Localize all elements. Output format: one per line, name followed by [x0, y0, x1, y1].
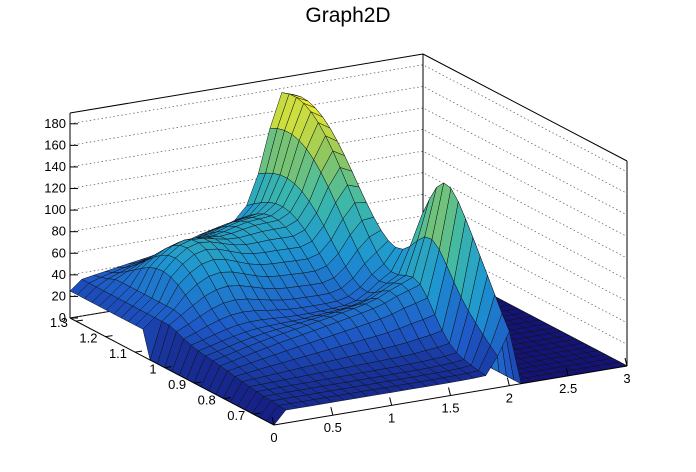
y-tick [194, 381, 202, 384]
back-top-edge-left [69, 53, 424, 114]
z-gridline [69, 64, 628, 173]
back-top-edge-right [422, 53, 628, 162]
x-tick [565, 367, 569, 376]
x-tick [624, 357, 628, 367]
y-tick-label: 1.1 [109, 346, 127, 361]
x-tick-label: 1 [388, 410, 395, 425]
z-tick-label: 180 [44, 116, 66, 131]
y-tick-label: 0.9 [168, 377, 186, 392]
z-tick-label: 140 [44, 159, 66, 174]
x-axis: 0 0.5 1 1.5 2 2.5 3 [270, 357, 631, 445]
x-tick-label: 2.5 [559, 381, 577, 396]
z-axis: 0 20 40 60 80 100 120 140 160 180 [44, 116, 78, 325]
y-axis: 0.7 0.8 0.9 1 1.1 1.2 1.3 [50, 315, 261, 423]
y-tick-label: 1.2 [79, 331, 97, 346]
x-tick [271, 416, 275, 426]
x-tick-label: 3 [623, 371, 630, 386]
y-tick-label: 1.3 [50, 315, 68, 330]
z-tick-label: 120 [44, 181, 66, 196]
y-tick [105, 335, 113, 338]
y-tick [223, 397, 231, 400]
y-tick-label: 0.8 [198, 393, 216, 408]
x-tick [330, 407, 334, 416]
z-tick-label: 0 [59, 310, 66, 325]
x-tick [389, 397, 393, 406]
z-tick-label: 20 [52, 288, 66, 303]
y-tick [253, 412, 261, 415]
x-tick-label: 0 [270, 430, 277, 445]
chart-title: Graph2D [305, 4, 391, 27]
z-tick-label: 40 [52, 267, 66, 282]
z-tick-label: 80 [52, 224, 66, 239]
z-tick-label: 60 [52, 245, 66, 260]
z-tick-label: 160 [44, 137, 66, 152]
y-tick-label: 0.7 [227, 408, 245, 423]
y-tick [75, 319, 83, 322]
x-tick-label: 1.5 [441, 401, 459, 416]
y-axis-line [69, 317, 275, 426]
x-tick [506, 377, 510, 386]
z-tick-label: 100 [44, 202, 66, 217]
y-tick-label: 1 [149, 362, 156, 377]
y-tick [134, 350, 143, 353]
y-tick [164, 366, 172, 369]
x-tick-label: 0.5 [324, 420, 342, 435]
x-tick [448, 387, 451, 396]
surface-mesh [69, 92, 628, 426]
x-tick-label: 2 [506, 391, 513, 406]
